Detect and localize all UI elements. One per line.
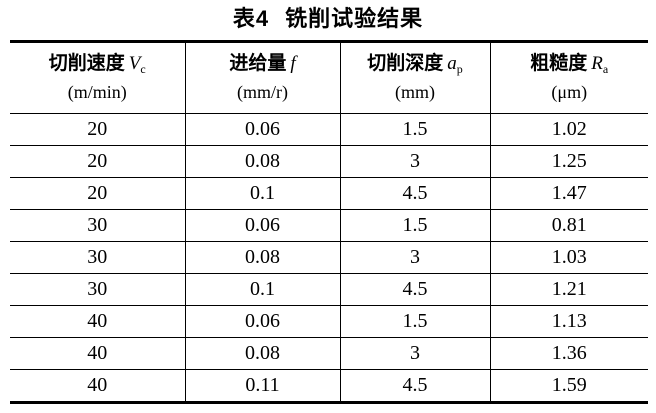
table-cell: 1.21 (489, 273, 648, 306)
column-header-feed-rate: 进给量 f (mm/r) (184, 41, 341, 114)
table-cell: 3 (339, 337, 491, 370)
table-row: 40 0.11 4.5 1.59 (10, 369, 648, 403)
table-cell: 40 (10, 369, 186, 403)
table-row: 30 0.08 3 1.03 (10, 241, 648, 274)
table-cell: 30 (10, 209, 186, 242)
table-cell: 20 (10, 145, 186, 178)
table-cell: 0.06 (184, 305, 341, 338)
header-label: 进给量 (229, 53, 287, 75)
table-row: 20 0.08 3 1.25 (10, 145, 648, 178)
table-cell: 30 (10, 241, 186, 274)
header-symbol: R (591, 53, 603, 75)
table-cell: 1.47 (489, 177, 648, 210)
table-cell: 1.5 (339, 305, 491, 338)
table-cell: 0.81 (489, 209, 648, 242)
table-cell: 0.08 (184, 241, 341, 274)
table-cell: 0.11 (184, 369, 341, 403)
table-cell: 1.03 (489, 241, 648, 274)
table-cell: 40 (10, 337, 186, 370)
table-cell: 1.13 (489, 305, 648, 338)
table-cell: 3 (339, 241, 491, 274)
column-header-roughness: 粗糙度 Ra (μm) (489, 41, 648, 114)
table-cell: 3 (339, 145, 491, 178)
table-row: 30 0.1 4.5 1.21 (10, 273, 648, 306)
table-cell: 4.5 (339, 177, 491, 210)
table-cell: 0.08 (184, 145, 341, 178)
header-symbol: V (128, 53, 141, 75)
table-cell: 20 (10, 113, 186, 146)
header-row: 切削速度 Vc (m/min) 进给量 f (mm/r) 切削深度 ap (mm… (10, 41, 648, 114)
header-unit: (mm) (395, 81, 435, 102)
header-label: 粗糙度 (530, 53, 588, 75)
table-title-text: 铣削试验结果 (285, 6, 424, 31)
column-header-cutting-speed: 切削速度 Vc (m/min) (10, 41, 186, 114)
table-cell: 40 (10, 305, 186, 338)
table-cell: 0.06 (184, 113, 341, 146)
header-label: 切削速度 (48, 53, 125, 75)
header-unit: (μm) (551, 81, 588, 102)
table-row: 20 0.1 4.5 1.47 (10, 177, 648, 210)
header-subscript: p (456, 62, 463, 77)
table-row: 40 0.06 1.5 1.13 (10, 305, 648, 338)
table-cell: 0.06 (184, 209, 341, 242)
column-header-cutting-depth: 切削深度 ap (mm) (339, 41, 491, 114)
table-cell: 1.5 (339, 209, 491, 242)
table-cell: 4.5 (339, 273, 491, 306)
table-row: 20 0.06 1.5 1.02 (10, 113, 648, 146)
table-cell: 0.1 (184, 177, 341, 210)
header-unit: (m/min) (67, 81, 127, 102)
table-cell: 1.59 (489, 369, 648, 403)
header-label: 切削深度 (367, 53, 444, 75)
header-subscript: c (140, 62, 146, 77)
table-title: 表4 铣削试验结果 (0, 0, 656, 34)
milling-results-table: 切削速度 Vc (m/min) 进给量 f (mm/r) 切削深度 ap (mm… (10, 40, 648, 404)
table-cell: 30 (10, 273, 186, 306)
header-unit: (mm/r) (237, 81, 288, 102)
table-row: 30 0.06 1.5 0.81 (10, 209, 648, 242)
header-symbol: a (447, 53, 457, 75)
table-cell: 4.5 (339, 369, 491, 403)
table-number: 表4 (232, 6, 270, 31)
table-cell: 1.5 (339, 113, 491, 146)
table-cell: 1.25 (489, 145, 648, 178)
table-row: 40 0.08 3 1.36 (10, 337, 648, 370)
table-cell: 20 (10, 177, 186, 210)
table-cell: 0.1 (184, 273, 341, 306)
header-subscript: a (602, 62, 609, 77)
header-symbol: f (290, 53, 296, 75)
table-cell: 0.08 (184, 337, 341, 370)
table-cell: 1.02 (489, 113, 648, 146)
table-cell: 1.36 (489, 337, 648, 370)
